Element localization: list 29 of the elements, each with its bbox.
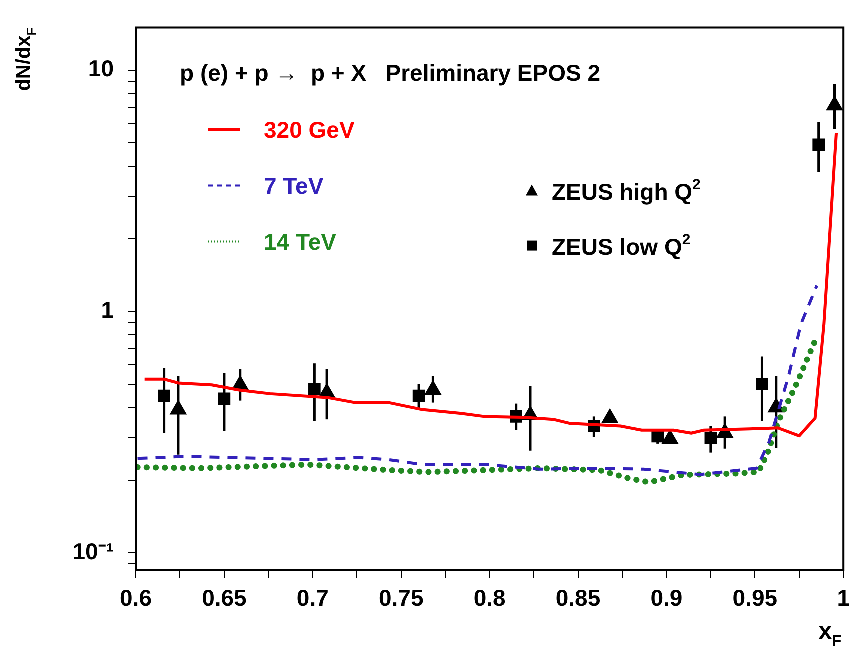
x-tick-label: 0.85 [556, 585, 601, 612]
point [602, 408, 618, 424]
point [662, 430, 679, 444]
x-tick-label: 0.65 [202, 585, 248, 612]
y-axis-title: dN/dxF [13, 28, 39, 92]
x-tick-label: 1 [837, 585, 850, 612]
x-tick-label: 0.7 [296, 585, 329, 612]
legend-label: 7 TeV [264, 172, 324, 199]
y-tick-label: 10 [88, 56, 114, 82]
line-series [136, 284, 819, 476]
point [308, 383, 321, 396]
x-tick-label: 0.75 [378, 585, 424, 612]
point [170, 400, 187, 415]
point [826, 96, 844, 111]
legend-label: 14 TeV [264, 228, 338, 255]
point [704, 432, 718, 444]
point [412, 390, 426, 402]
point [218, 392, 231, 406]
y-tick-label: 10⁻¹ [72, 538, 114, 564]
y-tick-label: 1 [101, 296, 114, 323]
point [756, 378, 768, 390]
x-tick-label: 0.95 [732, 585, 778, 612]
point [158, 390, 170, 402]
point [424, 380, 442, 396]
text: p (e) + p → p + X Preliminary EPOS 2 [180, 60, 601, 86]
x-tick-label: 0.6 [120, 585, 152, 612]
x-tick-label: 0.9 [650, 585, 683, 612]
x-tick-label: 0.8 [474, 585, 506, 612]
legend-label: 320 GeV [264, 116, 356, 143]
